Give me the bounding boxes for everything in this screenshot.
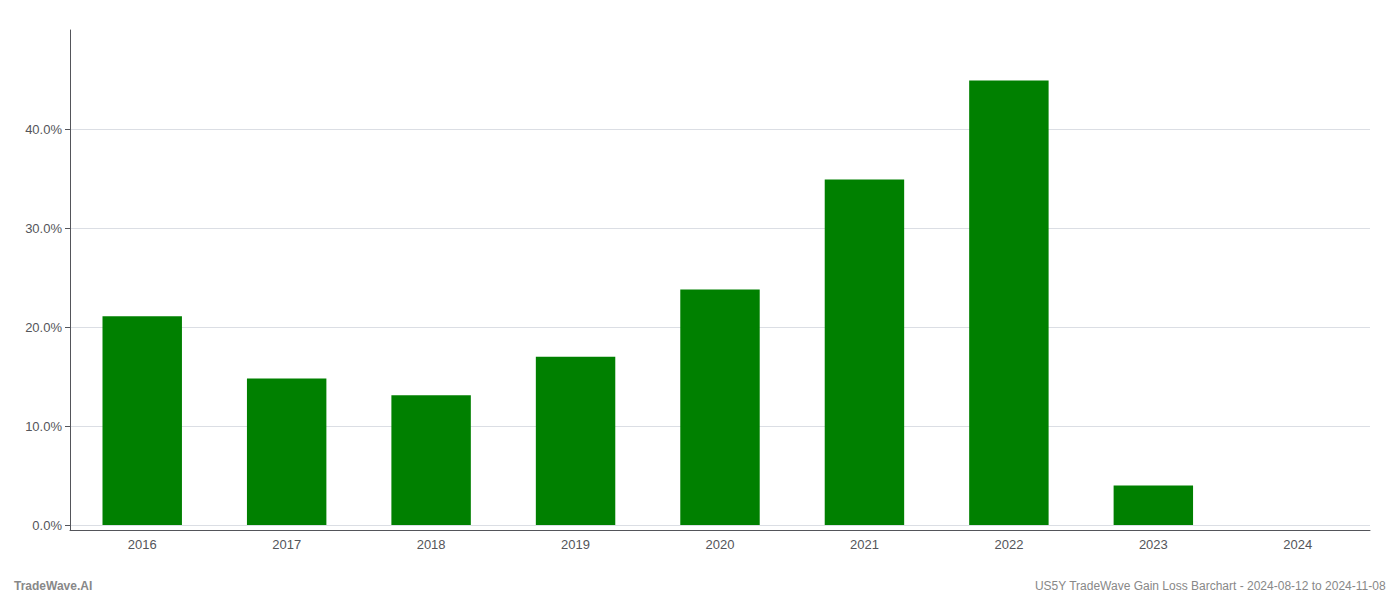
svg-text:20.0%: 20.0% — [25, 320, 62, 335]
svg-text:2018: 2018 — [417, 537, 446, 552]
svg-text:30.0%: 30.0% — [25, 221, 62, 236]
svg-text:2017: 2017 — [272, 537, 301, 552]
svg-text:0.0%: 0.0% — [32, 518, 62, 533]
svg-text:TradeWave.AI: TradeWave.AI — [14, 579, 92, 593]
svg-text:10.0%: 10.0% — [25, 419, 62, 434]
svg-text:2021: 2021 — [850, 537, 879, 552]
svg-text:40.0%: 40.0% — [25, 122, 62, 137]
svg-text:2022: 2022 — [994, 537, 1023, 552]
svg-text:US5Y TradeWave Gain Loss Barch: US5Y TradeWave Gain Loss Barchart - 2024… — [1035, 579, 1386, 593]
svg-text:2016: 2016 — [128, 537, 157, 552]
svg-text:2023: 2023 — [1139, 537, 1168, 552]
svg-text:2020: 2020 — [706, 537, 735, 552]
svg-text:2024: 2024 — [1283, 537, 1312, 552]
svg-text:2019: 2019 — [561, 537, 590, 552]
